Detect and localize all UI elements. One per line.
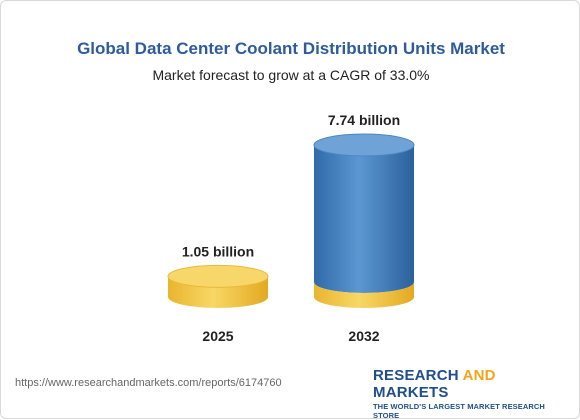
data-label-2025: 1.05 billion [182,243,254,259]
bar-top-2025 [167,264,269,288]
category-label-2032: 2032 [348,328,379,344]
bar-base-2032 [314,282,414,308]
chart-title: Global Data Center Coolant Distribution … [77,39,505,58]
bar-top-2032 [313,133,415,157]
brand-logo: RESEARCH AND MARKETS THE WORLD'S LARGEST… [373,367,573,420]
bar-2032 [314,145,414,293]
source-url[interactable]: https://www.researchandmarkets.com/repor… [15,377,282,389]
category-label-2025: 2025 [202,328,233,344]
brand-name: RESEARCH AND MARKETS [373,367,496,401]
brand-tagline: THE WORLD'S LARGEST MARKET RESEARCH STOR… [373,402,545,420]
data-label-2032: 7.74 billion [328,112,400,128]
chart-subtitle: Market forecast to grow at a CAGR of 33.… [152,67,430,83]
